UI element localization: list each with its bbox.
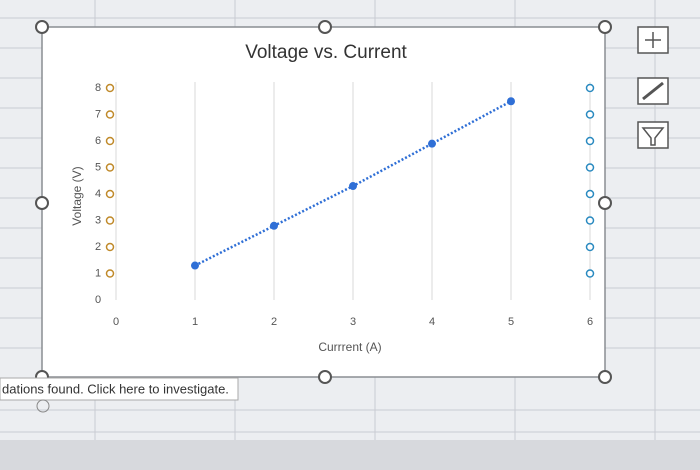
chart-title: Voltage vs. Current [245, 42, 407, 63]
chart-tools [637, 26, 669, 149]
x-tick-label: 2 [271, 316, 277, 328]
axis-handle [105, 242, 115, 252]
taskbar [0, 440, 700, 470]
status-box[interactable] [0, 377, 239, 401]
axis-handle [105, 163, 115, 172]
axis-handle [585, 269, 595, 278]
data-point [191, 261, 199, 270]
axis-handle [105, 83, 115, 93]
x-tick-label: 1 [192, 316, 198, 328]
axis-handle [585, 216, 595, 225]
axis-handle [585, 110, 595, 119]
x-tick-label: 6 [587, 316, 593, 328]
data-point [507, 97, 515, 106]
axis-handle [105, 136, 115, 146]
axis-handle [585, 163, 595, 172]
axis-handle [585, 83, 595, 93]
y-tick-label: 1 [95, 267, 101, 279]
x-tick-label: 5 [508, 316, 514, 328]
axis-handle [585, 189, 595, 199]
y-axis-label: Voltage (V) [70, 166, 84, 225]
data-point [349, 182, 357, 191]
axis-handle [105, 216, 115, 225]
x-axis-label: Currrent (A) [318, 340, 381, 354]
axis-handle [105, 269, 115, 278]
y-tick-label: 3 [95, 214, 101, 226]
axis-handle [105, 110, 115, 119]
y-tick-label: 6 [95, 135, 101, 147]
y-tick-label: 0 [95, 294, 101, 306]
x-tick-label: 4 [429, 316, 435, 328]
selection-handles [35, 20, 612, 384]
x-tick-label: 0 [113, 316, 119, 328]
y-tick-label: 4 [95, 188, 101, 200]
axis-handle [585, 242, 595, 252]
x-tick-label: 3 [350, 316, 356, 328]
data-point [270, 221, 278, 230]
y-tick-label: 2 [95, 241, 101, 253]
axis-handle [105, 189, 115, 199]
chart-area[interactable] [41, 26, 606, 378]
filter-button[interactable] [637, 121, 669, 149]
y-tick-label: 7 [95, 108, 101, 120]
data-point [428, 139, 436, 148]
y-tick-label: 8 [95, 82, 101, 94]
axis-handle [585, 136, 595, 146]
y-tick-label: 5 [95, 161, 101, 173]
status-icon [36, 399, 50, 413]
status-text[interactable]: dations found. Click here to investigate… [2, 381, 229, 396]
